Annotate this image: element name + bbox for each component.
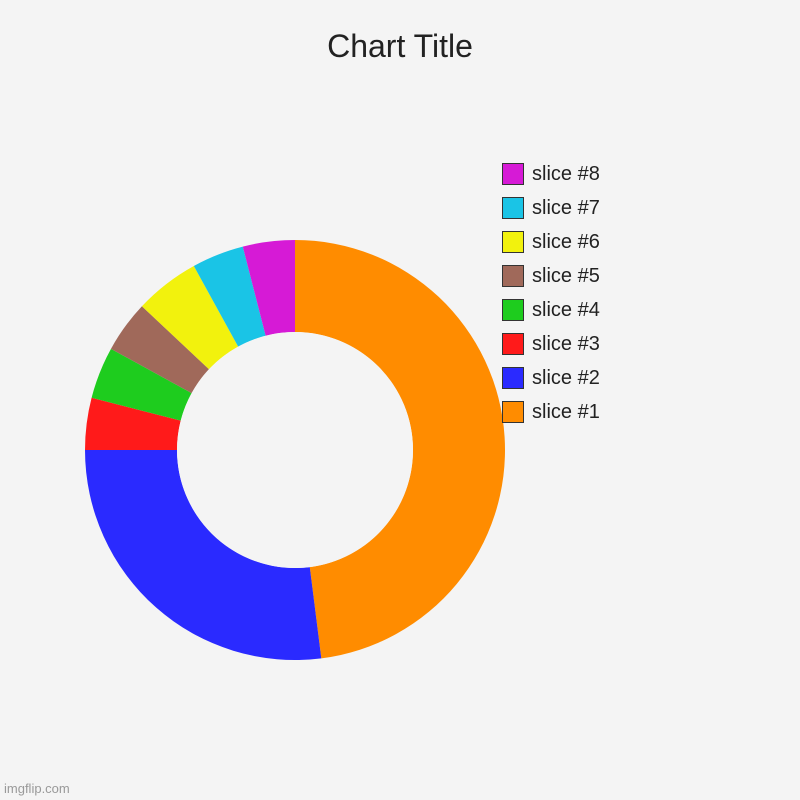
legend-swatch-slice-7 — [502, 197, 524, 219]
legend-item-slice-4: slice #4 — [502, 296, 600, 324]
legend-label-slice-5: slice #5 — [532, 265, 600, 288]
legend-label-slice-1: slice #1 — [532, 401, 600, 424]
legend-item-slice-5: slice #5 — [502, 262, 600, 290]
legend-item-slice-6: slice #6 — [502, 228, 600, 256]
legend-swatch-slice-5 — [502, 265, 524, 287]
legend-label-slice-3: slice #3 — [532, 333, 600, 356]
legend-item-slice-3: slice #3 — [502, 330, 600, 358]
legend-item-slice-1: slice #1 — [502, 398, 600, 426]
legend-label-slice-7: slice #7 — [532, 197, 600, 220]
chart-title: Chart Title — [0, 28, 800, 65]
legend-label-slice-8: slice #8 — [532, 163, 600, 186]
legend-label-slice-6: slice #6 — [532, 231, 600, 254]
legend-swatch-slice-3 — [502, 333, 524, 355]
legend-item-slice-8: slice #8 — [502, 160, 600, 188]
watermark: imgflip.com — [4, 781, 70, 796]
legend-swatch-slice-6 — [502, 231, 524, 253]
legend-label-slice-2: slice #2 — [532, 367, 600, 390]
legend-label-slice-4: slice #4 — [532, 299, 600, 322]
legend-item-slice-7: slice #7 — [502, 194, 600, 222]
legend-swatch-slice-1 — [502, 401, 524, 423]
donut-chart — [85, 240, 505, 660]
legend-swatch-slice-8 — [502, 163, 524, 185]
legend-swatch-slice-4 — [502, 299, 524, 321]
chart-legend: slice #8 slice #7 slice #6 slice #5 slice #4… — [502, 160, 600, 432]
donut-hole — [177, 332, 413, 568]
legend-item-slice-2: slice #2 — [502, 364, 600, 392]
legend-swatch-slice-2 — [502, 367, 524, 389]
